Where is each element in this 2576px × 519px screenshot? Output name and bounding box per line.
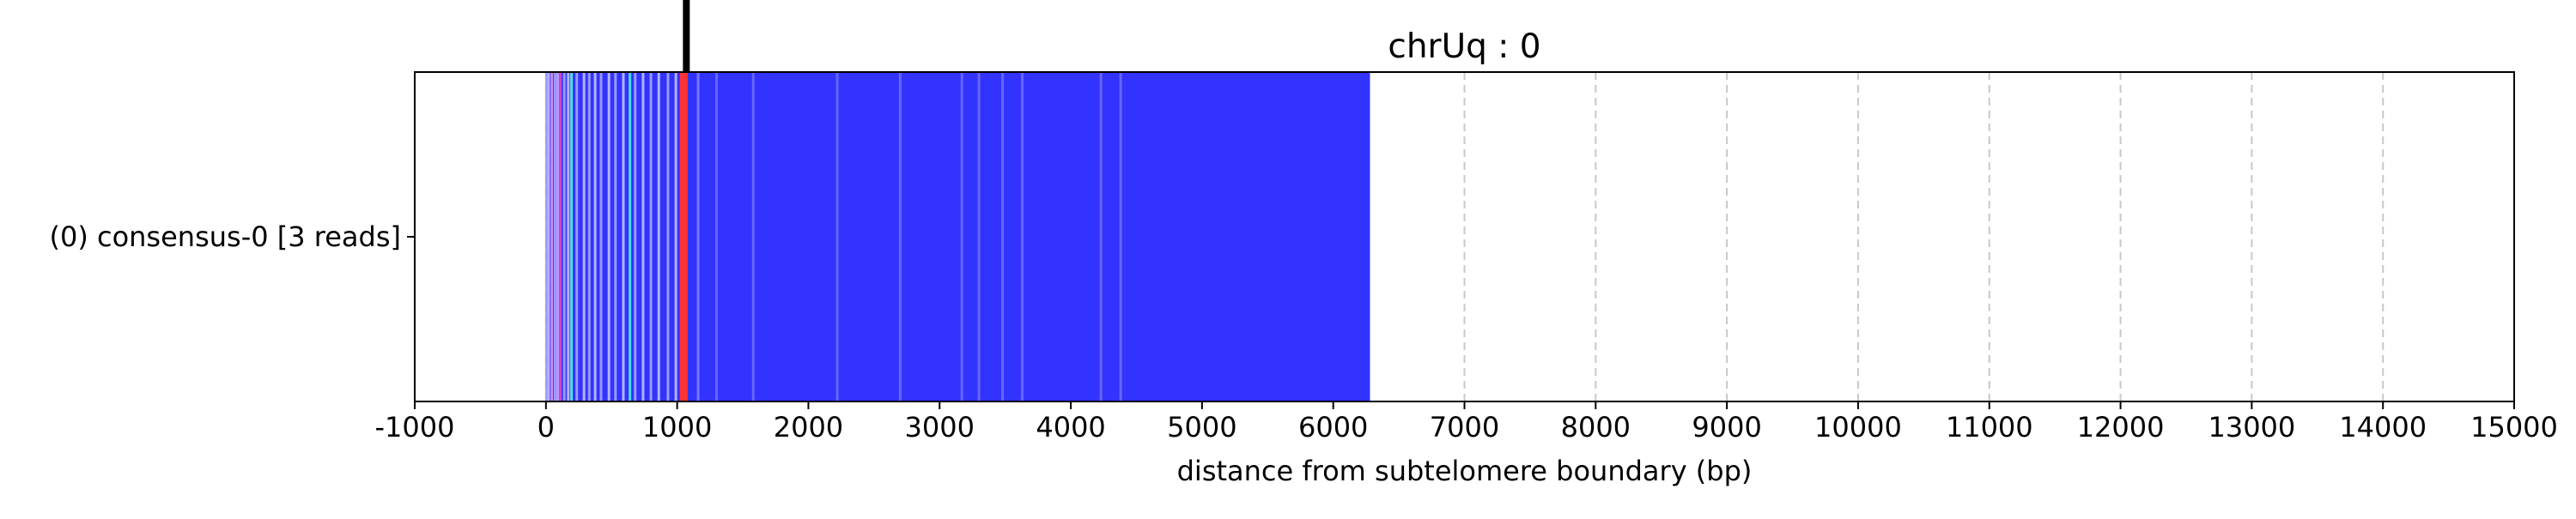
- bar-stripe: [554, 72, 557, 401]
- x-tick-label: 4000: [1036, 411, 1105, 444]
- x-axis-label: distance from subtelomere boundary (bp): [1177, 455, 1753, 487]
- bar-stripe: [1001, 72, 1005, 401]
- bar-stripe: [559, 72, 562, 401]
- bar-stripe: [657, 72, 660, 401]
- y-tick-label: (0) consensus-0 [3 reads]: [49, 220, 401, 253]
- bar-stripe: [960, 72, 963, 401]
- bar-stripe: [835, 72, 839, 401]
- bar-stripe: [547, 72, 550, 401]
- bar-stripe: [587, 72, 591, 401]
- x-tick-label: 9000: [1692, 411, 1761, 444]
- bar-stripe: [674, 72, 677, 401]
- bar-stripe: [634, 72, 637, 401]
- bar-stripe: [550, 72, 554, 401]
- bar-stripe: [629, 72, 632, 401]
- bar-stripe: [649, 72, 653, 401]
- x-tick-label: 15000: [2470, 411, 2558, 444]
- bar-stripe: [751, 72, 755, 401]
- x-tick-label: 13000: [2208, 411, 2295, 444]
- bar-stripe: [545, 72, 549, 401]
- x-tick-label: 11000: [1946, 411, 2033, 444]
- bar-stripe: [641, 72, 645, 401]
- bar-stripe: [1021, 72, 1024, 401]
- bar-stripe: [977, 72, 981, 401]
- bar-stripe: [614, 72, 617, 401]
- bar-stripe: [898, 72, 902, 401]
- x-tick-label: -1000: [375, 411, 455, 444]
- bar-stripe: [599, 72, 603, 401]
- x-tick-label: 7000: [1430, 411, 1499, 444]
- x-tick-label: 8000: [1561, 411, 1631, 444]
- x-tick-label: 3000: [905, 411, 975, 444]
- bar-stripe: [582, 72, 586, 401]
- bar-stripe: [567, 72, 570, 401]
- y-axis-ticks: (0) consensus-0 [3 reads]: [49, 220, 415, 253]
- chart-title: chrUq : 0: [1388, 27, 1540, 66]
- bar-stripe: [607, 72, 611, 401]
- x-tick-label: 6000: [1298, 411, 1368, 444]
- bar-stripe: [714, 72, 718, 401]
- x-tick-label: 10000: [1814, 411, 1902, 444]
- highlight-mark: [679, 72, 688, 401]
- bar-stripe: [696, 72, 700, 401]
- x-tick-label: 5000: [1167, 411, 1236, 444]
- bar-stripe: [575, 72, 579, 401]
- x-tick-label: 14000: [2339, 411, 2427, 444]
- x-tick-label: 12000: [2077, 411, 2165, 444]
- x-tick-label: 2000: [774, 411, 843, 444]
- bar-stripe: [562, 72, 566, 401]
- bar-segment: [545, 72, 1370, 401]
- x-tick-label: 1000: [642, 411, 712, 444]
- x-tick-label: 0: [538, 411, 555, 444]
- bar-stripe: [570, 72, 574, 401]
- bar-stripe: [1099, 72, 1103, 401]
- bar-stripe: [593, 72, 597, 401]
- bar-stripe: [622, 72, 625, 401]
- x-axis-ticks: -1000 0 1000 2000 3000 4000 5000 6000 7000 8000 90…: [375, 401, 2558, 444]
- bar-stripe: [1119, 72, 1122, 401]
- bar-stripe: [666, 72, 670, 401]
- bar-stripe: [556, 72, 560, 401]
- bars: [545, 72, 1370, 401]
